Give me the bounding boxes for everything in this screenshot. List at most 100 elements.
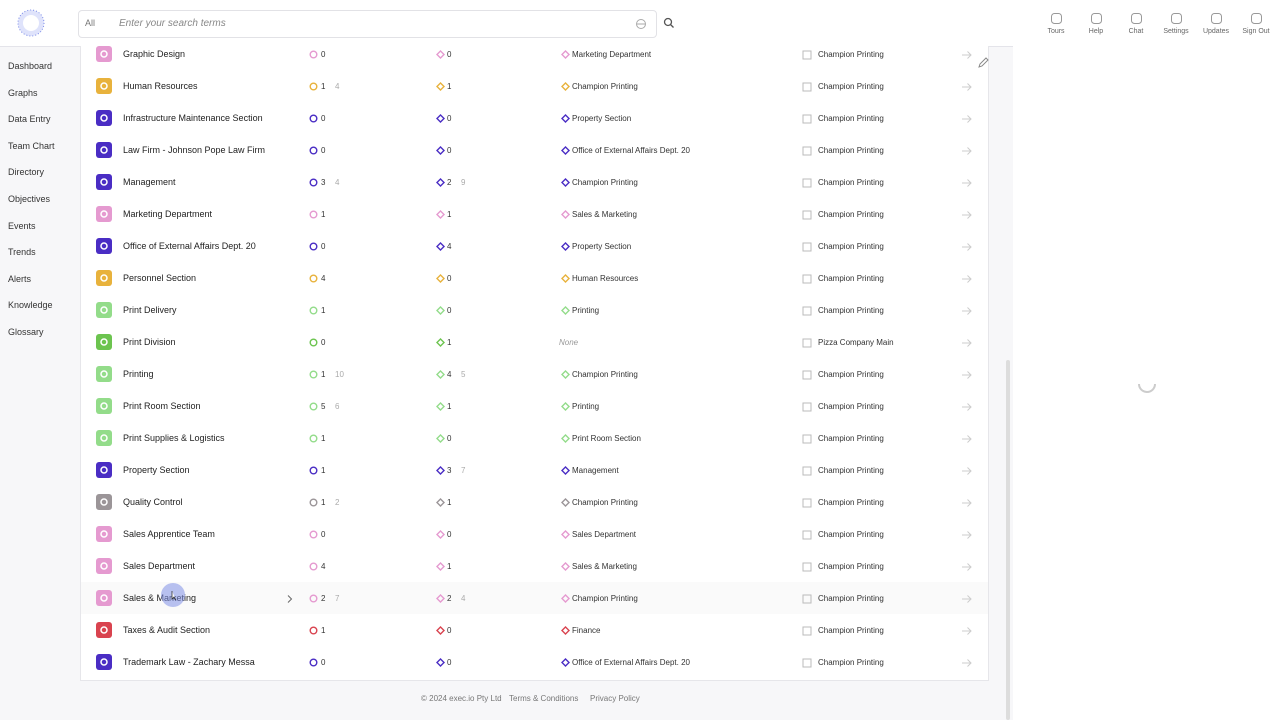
members-total: 4 [335, 178, 340, 187]
organisation[interactable]: Champion Printing [818, 594, 884, 603]
parent-icon [561, 658, 570, 667]
children-count: 0 [447, 146, 452, 155]
organisation[interactable]: Champion Printing [818, 466, 884, 475]
parent-group[interactable]: Sales & Marketing [572, 210, 637, 219]
parent-group[interactable]: Printing [572, 402, 600, 411]
group-name[interactable]: Trademark Law - Zachary Messa [123, 657, 255, 667]
action-label[interactable]: Help [1088, 28, 1104, 35]
group-name[interactable]: Print Room Section [123, 401, 201, 411]
edit-icon[interactable] [976, 56, 990, 70]
organisation[interactable]: Champion Printing [818, 626, 884, 635]
organisation[interactable]: Champion Printing [818, 146, 884, 155]
members-icon [309, 210, 318, 219]
parent-group[interactable]: Champion Printing [572, 370, 638, 379]
group-name[interactable]: Printing [123, 369, 154, 379]
nav-item[interactable]: Directory [8, 167, 45, 178]
parent-group[interactable]: Sales Department [572, 530, 637, 539]
nav-item[interactable]: Objectives [8, 194, 51, 204]
organisation[interactable]: Champion Printing [818, 178, 884, 187]
search-box[interactable]: All Enter your search terms [78, 10, 657, 38]
organisation[interactable]: Champion Printing [818, 50, 884, 59]
organisation[interactable]: Champion Printing [818, 370, 884, 379]
organisation[interactable]: Pizza Company Main [818, 338, 894, 347]
group-name[interactable]: Infrastructure Maintenance Section [123, 113, 263, 123]
group-name[interactable]: Human Resources [123, 81, 198, 91]
parent-group[interactable]: Champion Printing [572, 498, 638, 507]
group-name[interactable]: Print Supplies & Logistics [123, 433, 225, 443]
nav-item[interactable]: Glossary [8, 327, 44, 337]
parent-group[interactable]: Office of External Affairs Dept. 20 [572, 146, 690, 155]
organisation[interactable]: Champion Printing [818, 658, 884, 667]
group-icon [96, 622, 112, 638]
members-count: 0 [321, 530, 326, 539]
row-arrow [962, 627, 972, 635]
children-count: 3 [447, 466, 452, 475]
nav-item[interactable]: Events [8, 220, 36, 231]
nav-item[interactable]: Graphs [8, 87, 38, 98]
globe-icon [636, 19, 646, 29]
parent-group[interactable]: Management [572, 466, 619, 475]
parent-group[interactable]: Office of External Affairs Dept. 20 [572, 658, 690, 667]
row-arrow [962, 435, 972, 443]
parent-group[interactable]: Property Section [572, 114, 632, 123]
parent-group[interactable]: Sales & Marketing [572, 562, 637, 571]
parent-group[interactable]: Human Resources [572, 274, 639, 283]
children-count: 0 [447, 658, 452, 667]
scrollbar[interactable] [1006, 360, 1010, 720]
footer-link[interactable]: Terms & Conditions [509, 694, 579, 703]
search-input[interactable]: Enter your search terms [119, 18, 226, 29]
action-label[interactable]: Updates [1202, 28, 1230, 35]
parent-group[interactable]: Finance [572, 626, 601, 635]
nav-item[interactable]: Alerts [8, 273, 32, 284]
group-name[interactable]: Print Division [123, 337, 176, 347]
group-name[interactable]: Property Section [123, 465, 190, 475]
parent-group[interactable]: Champion Printing [572, 82, 638, 91]
group-name[interactable]: Office of External Affairs Dept. 20 [123, 241, 256, 251]
organisation[interactable]: Champion Printing [818, 562, 884, 571]
row-arrow [962, 147, 972, 155]
parent-group[interactable]: Champion Printing [572, 178, 638, 187]
group-name[interactable]: Personnel Section [123, 273, 197, 283]
children-icon [436, 562, 445, 571]
children-count: 0 [447, 306, 452, 315]
group-name[interactable]: Quality Control [123, 497, 183, 507]
parent-group[interactable]: Marketing Department [572, 50, 652, 59]
group-name[interactable]: Taxes & Audit Section [123, 625, 211, 635]
organisation[interactable]: Champion Printing [818, 274, 884, 283]
parent-group[interactable]: Printing [572, 306, 600, 315]
organisation[interactable]: Champion Printing [818, 530, 884, 539]
nav-item[interactable]: Knowledge [8, 300, 53, 311]
group-name[interactable]: Sales Apprentice Team [123, 529, 215, 539]
organisation[interactable]: Champion Printing [818, 498, 884, 507]
organisation[interactable]: Champion Printing [818, 306, 884, 315]
action-label[interactable]: Settings [1163, 28, 1189, 35]
action-label[interactable]: Tours [1047, 28, 1065, 35]
organisation[interactable]: Champion Printing [818, 82, 884, 91]
nav-item[interactable]: Dashboard [8, 61, 53, 71]
group-name[interactable]: Graphic Design [123, 49, 186, 59]
group-name[interactable]: Sales Department [123, 561, 196, 571]
table-row[interactable] [81, 582, 988, 614]
organisation[interactable]: Champion Printing [818, 434, 884, 443]
parent-group[interactable]: Champion Printing [572, 594, 638, 603]
organisation[interactable]: Champion Printing [818, 114, 884, 123]
nav-item[interactable]: Trends [8, 247, 36, 258]
organisation[interactable]: Champion Printing [818, 210, 884, 219]
organisation[interactable]: Champion Printing [818, 242, 884, 251]
footer-link[interactable]: Privacy Policy [590, 694, 640, 703]
group-name[interactable]: Management [123, 177, 176, 187]
nav-item[interactable]: Data Entry [8, 114, 51, 125]
group-name[interactable]: Law Firm - Johnson Pope Law Firm [123, 145, 266, 155]
organisation[interactable]: Champion Printing [818, 402, 884, 411]
action-label[interactable]: Chat [1128, 28, 1144, 35]
search-button[interactable] [663, 17, 675, 29]
action-label[interactable]: Sign Out [1242, 28, 1270, 35]
group-name[interactable]: Print Delivery [123, 305, 177, 315]
search-scope[interactable]: All [85, 18, 96, 28]
parent-group[interactable]: Print Room Section [572, 434, 641, 443]
nav-item[interactable]: Team Chart [8, 140, 55, 151]
org-icon [802, 498, 812, 508]
parent-group[interactable]: Property Section [572, 242, 632, 251]
group-name[interactable]: Sales & Marketing [123, 593, 197, 603]
group-name[interactable]: Marketing Department [123, 209, 213, 219]
